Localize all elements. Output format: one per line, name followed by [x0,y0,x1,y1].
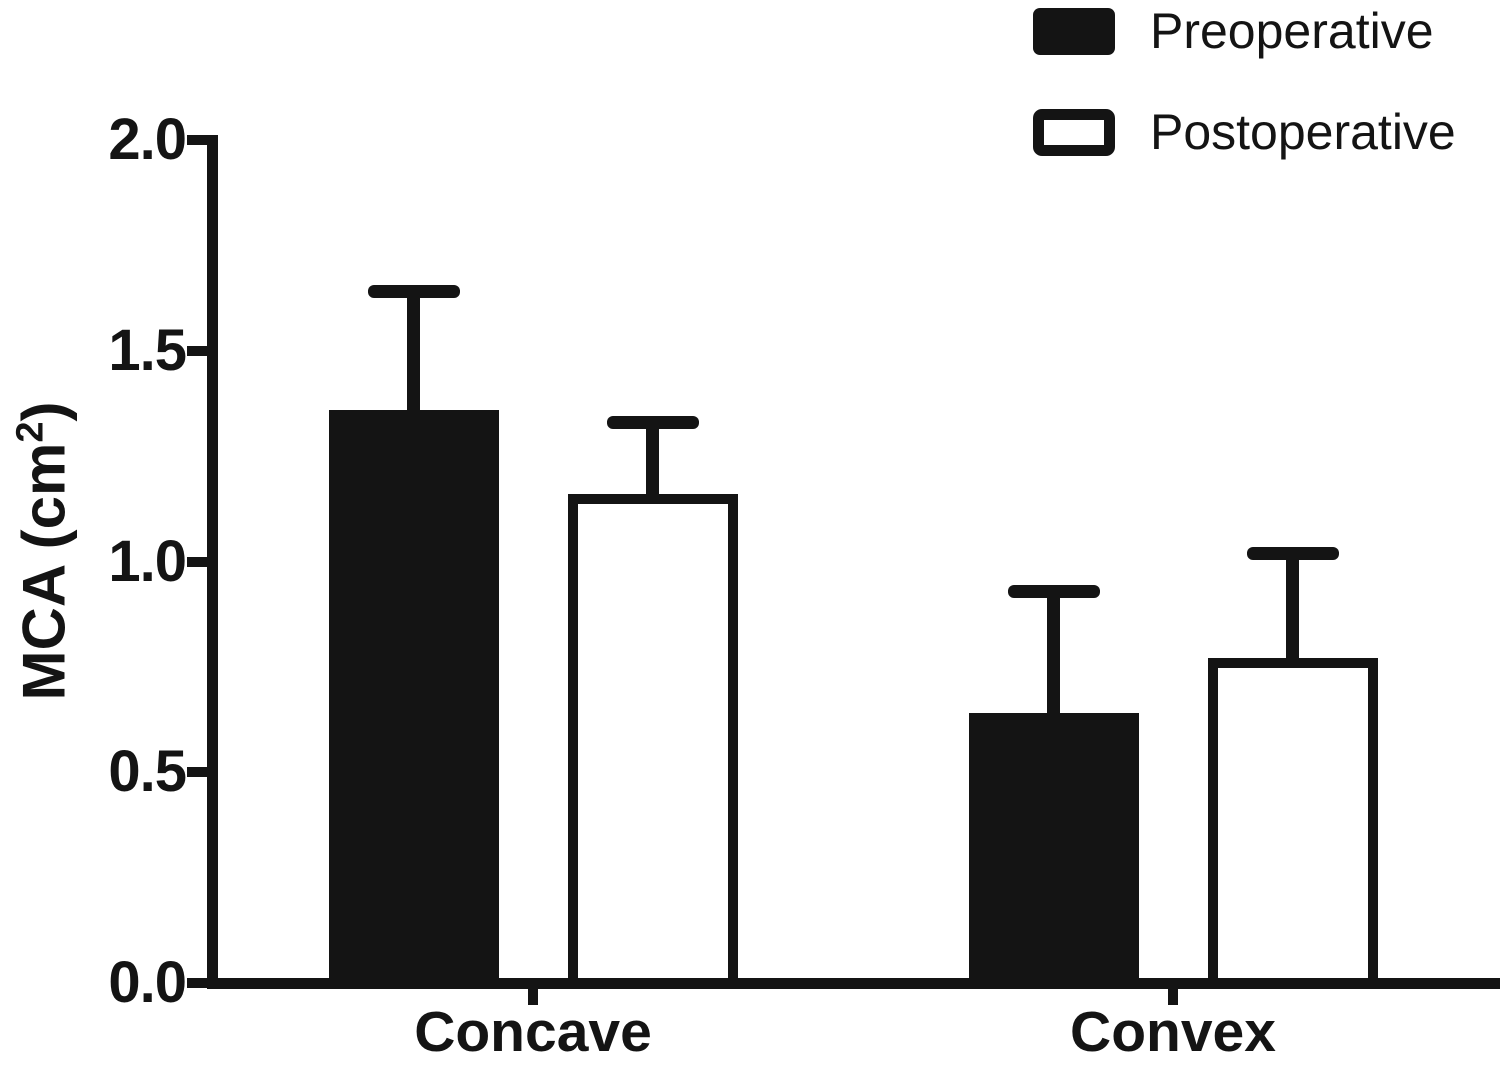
x-group-label-concave: Concave [414,1000,652,1064]
error-bar-stem-concave-preoperative [407,291,420,410]
y-tick-mark [187,345,207,356]
y-tick-mark [187,556,207,567]
postoperative-swatch-icon [1033,108,1115,156]
bar-concave-preoperative [328,409,499,989]
legend: Preoperative Postoperative [1033,4,1503,206]
error-bar-cap-concave-postoperative [606,415,699,429]
error-bar-cap-convex-preoperative [1007,584,1100,598]
error-bar-stem-convex-preoperative [1047,591,1060,714]
x-axis-line [207,977,1500,989]
y-axis-title-superscript: 2 [9,421,52,443]
y-tick-label: 1.5 [108,317,187,383]
error-bar-stem-concave-postoperative [646,422,659,495]
error-bar-cap-concave-preoperative [367,285,460,299]
error-bar-stem-convex-postoperative [1286,553,1299,659]
legend-item-preoperative: Preoperative [1033,4,1503,58]
legend-label-postoperative: Postoperative [1150,104,1456,160]
x-group-label-convex: Convex [1070,1000,1276,1064]
error-bar-cap-convex-postoperative [1246,546,1339,560]
preoperative-swatch-icon [1033,7,1115,55]
y-axis-line [207,135,218,989]
y-tick-label: 0.5 [108,739,187,805]
y-tick-mark [187,767,207,778]
bar-convex-postoperative [1207,658,1378,989]
bar-convex-preoperative [968,713,1139,989]
y-tick-mark [187,135,207,145]
bar-concave-postoperative [567,494,738,989]
y-tick-mark [187,978,207,988]
y-axis-title-suffix: ) [10,401,78,422]
x-group-tick-convex [1168,988,1178,1005]
y-tick-label: 2.0 [108,107,187,172]
legend-label-preoperative: Preoperative [1150,3,1434,59]
y-tick-label: 0.0 [108,950,187,1015]
y-tick-label: 1.0 [108,528,187,594]
legend-item-postoperative: Postoperative [1033,105,1503,159]
x-group-tick-concave [528,988,538,1005]
